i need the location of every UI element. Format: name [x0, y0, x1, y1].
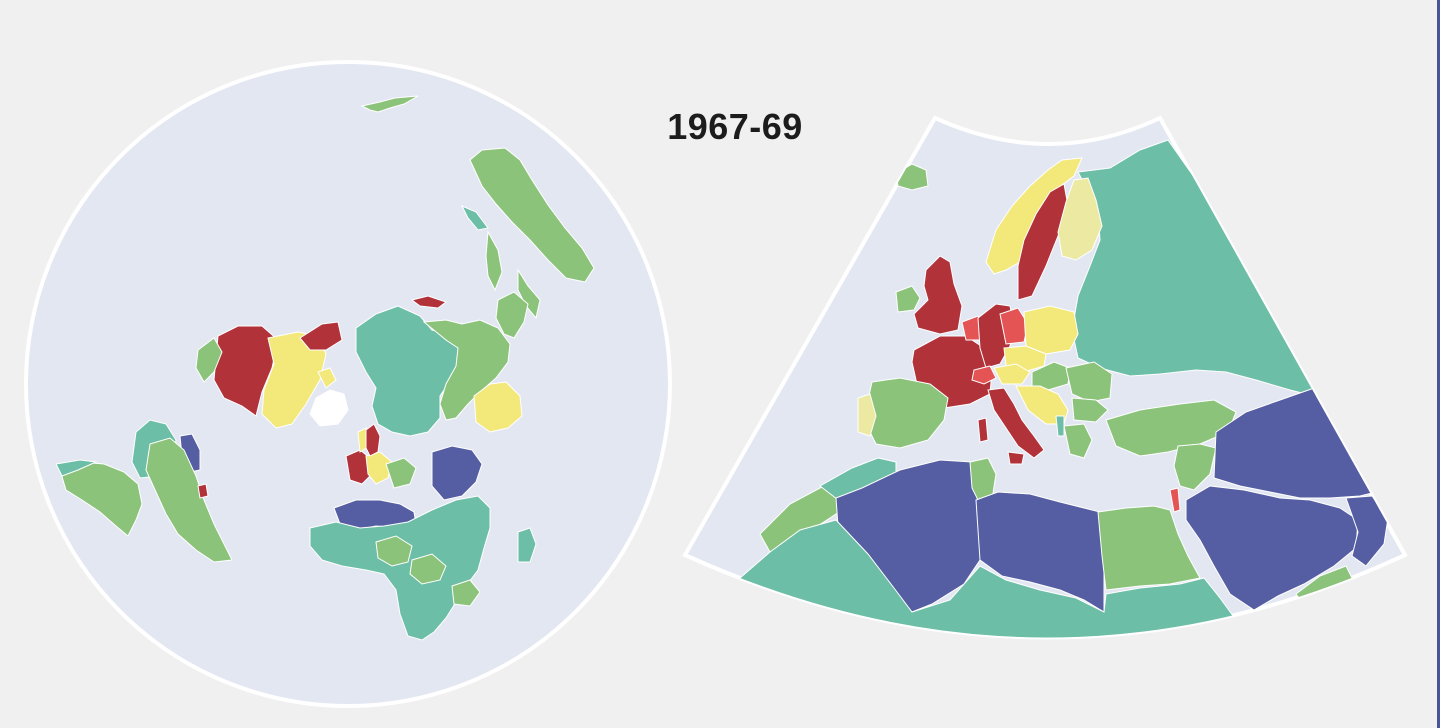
land-israel[interactable] [1169, 487, 1181, 513]
land-ireland[interactable] [895, 285, 921, 313]
land-bulgaria[interactable] [1071, 397, 1109, 423]
land-libya[interactable] [975, 491, 1105, 613]
land-scandinavia-yellow[interactable] [357, 427, 367, 453]
page-right-border [1437, 0, 1440, 728]
land-mexico[interactable] [59, 461, 143, 537]
land-romania[interactable] [1065, 361, 1113, 403]
land-small-islands[interactable] [460, 205, 489, 231]
land-yugoslavia[interactable] [1015, 385, 1069, 425]
europe-conic-map[interactable] [682, 115, 1408, 716]
land-south-america[interactable] [145, 437, 233, 563]
land-austria[interactable] [993, 363, 1031, 385]
land-yellow-island[interactable] [317, 367, 337, 389]
land-greece[interactable] [1063, 423, 1093, 459]
land-strip-2[interactable] [517, 268, 541, 320]
land-greenland[interactable] [309, 389, 349, 427]
land-italy[interactable] [987, 387, 1045, 459]
land-asia-east[interactable] [495, 291, 529, 339]
land-syria[interactable] [1173, 443, 1217, 491]
land-sardinia[interactable] [977, 417, 989, 443]
land-africa-green-1[interactable] [375, 535, 413, 567]
land-egypt[interactable] [1097, 505, 1201, 591]
land-finland[interactable] [1057, 177, 1103, 261]
land-red-dot[interactable] [197, 483, 209, 499]
land-europe-yellow[interactable] [365, 451, 393, 485]
land-strip[interactable] [485, 230, 503, 292]
land-red-strip[interactable] [410, 295, 448, 309]
land-saudi-blue[interactable] [1185, 485, 1359, 611]
land-sicily[interactable] [1007, 451, 1025, 465]
land-alaska[interactable] [195, 337, 223, 383]
land-long-island[interactable] [469, 147, 595, 283]
land-canada-dark-red[interactable] [213, 325, 279, 417]
land-africa-green-3[interactable] [451, 579, 481, 607]
land-middle-east-blue[interactable] [431, 445, 483, 501]
land-europe-green[interactable] [385, 457, 417, 489]
globe-ocean [24, 60, 672, 708]
land-sahara-teal[interactable] [729, 519, 1241, 716]
land-russia[interactable] [1071, 139, 1332, 401]
page-title: 1967-69 [667, 106, 803, 147]
arctic-island[interactable] [360, 95, 419, 113]
land-africa-green-2[interactable] [409, 553, 447, 585]
land-poland[interactable] [1023, 305, 1079, 355]
land-madagascar[interactable] [517, 527, 537, 563]
land-portugal[interactable] [857, 393, 877, 437]
land-switzerland[interactable] [971, 365, 997, 385]
land-uk[interactable] [913, 255, 963, 335]
world-polar-map[interactable] [24, 60, 672, 708]
land-mexico-teal[interactable] [55, 459, 98, 477]
land-arctic-red[interactable] [299, 321, 343, 351]
land-india[interactable] [473, 381, 523, 433]
land-albania[interactable] [1055, 415, 1065, 437]
land-russia[interactable] [355, 305, 463, 437]
